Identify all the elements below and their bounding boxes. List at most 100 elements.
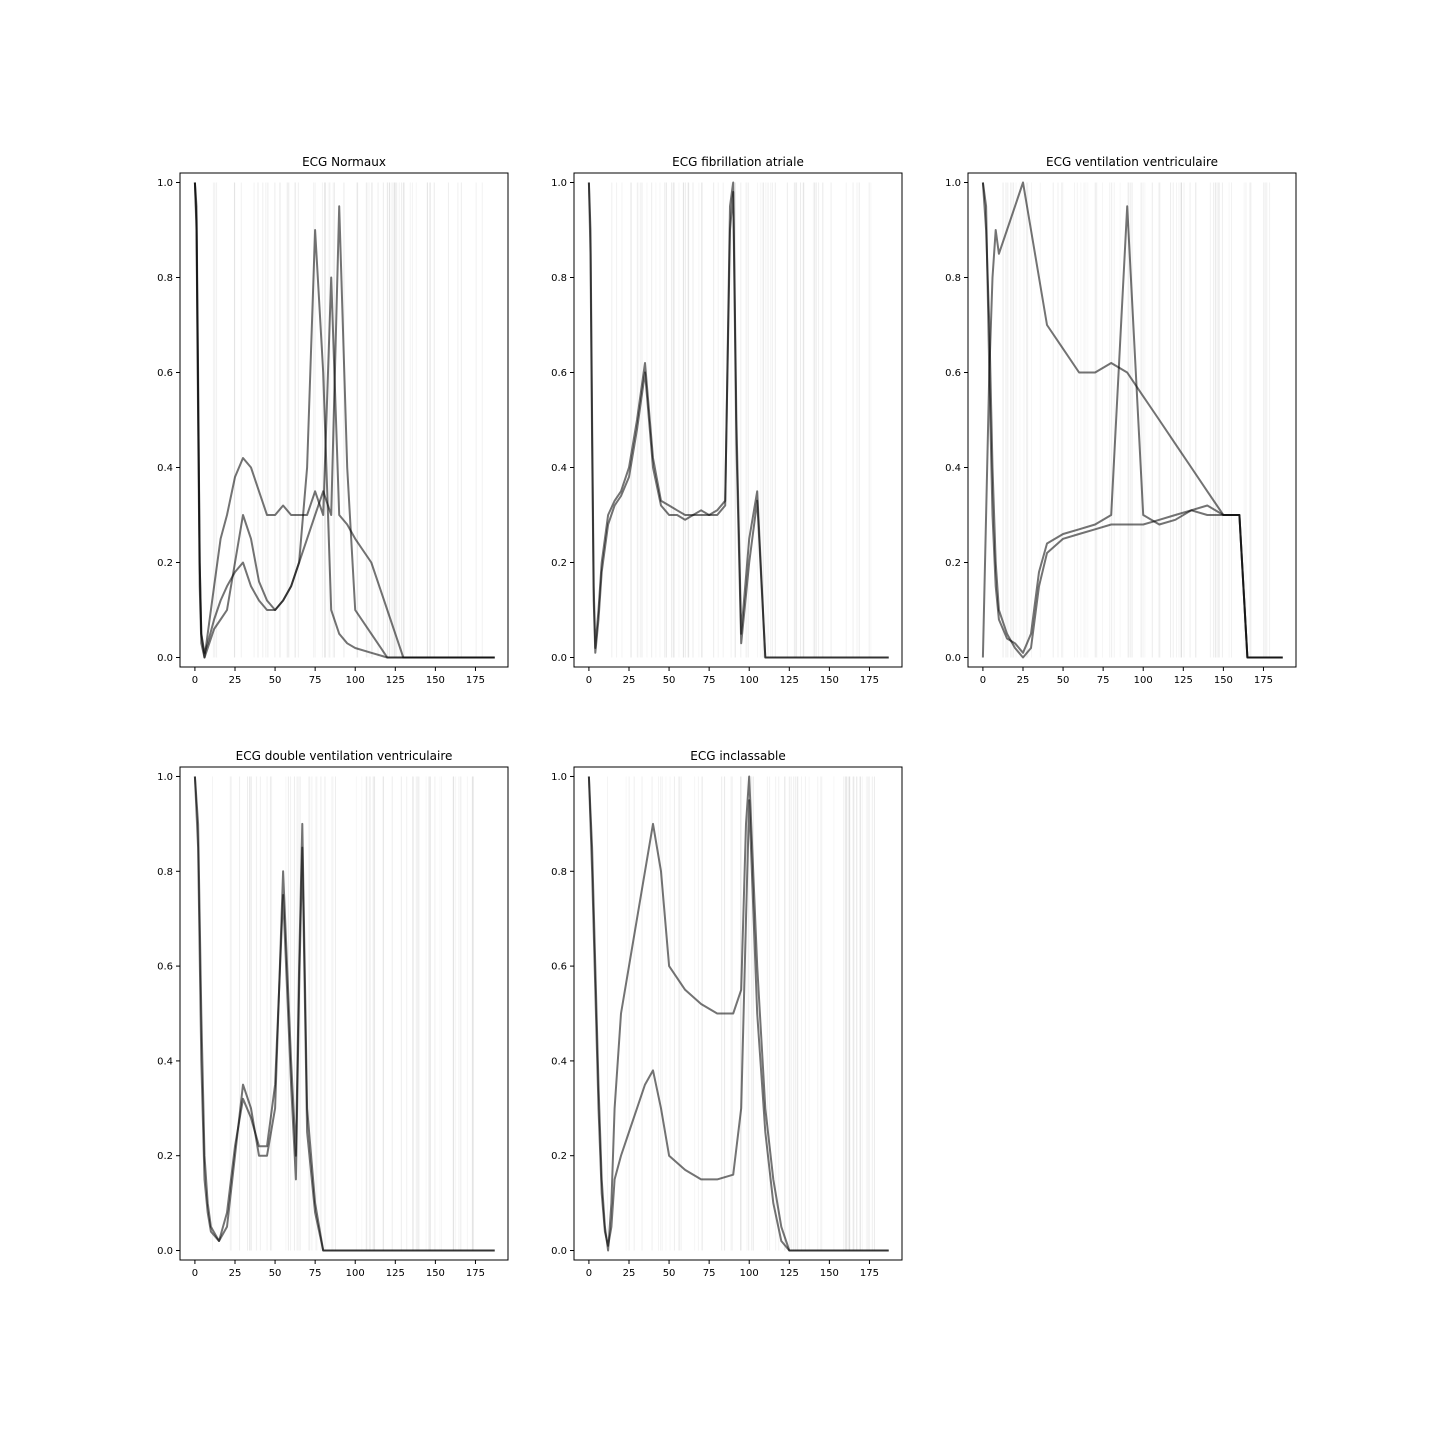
x-tick-label: 0	[192, 1268, 198, 1279]
x-tick-label: 25	[623, 675, 636, 686]
subplot-title: ECG ventilation ventriculaire	[1046, 155, 1218, 169]
y-tick-label: 0.4	[551, 1056, 567, 1067]
y-tick-label: 0.8	[551, 273, 567, 284]
series-line-1	[981, 182, 1283, 659]
y-tick-label: 0.8	[157, 867, 173, 878]
y-tick-label: 1.0	[157, 178, 173, 189]
plot-area	[587, 775, 889, 1252]
y-tick-label: 1.0	[551, 178, 567, 189]
y-tick-label: 0.2	[157, 558, 173, 569]
y-tick-label: 1.0	[157, 772, 173, 783]
y-tick-label: 0.0	[551, 1246, 567, 1257]
x-tick-label: 125	[386, 675, 405, 686]
x-tick-label: 100	[1134, 675, 1153, 686]
x-tick-label: 100	[346, 1268, 365, 1279]
series-line-1	[587, 181, 889, 659]
x-tick-label: 175	[860, 675, 879, 686]
axes-frame	[573, 172, 903, 668]
series-line-3	[193, 182, 495, 659]
x-tick-label: 150	[820, 675, 839, 686]
series-line-2	[193, 776, 495, 1252]
x-tick-label: 25	[229, 1268, 242, 1279]
y-tick-label: 0.0	[945, 653, 961, 664]
axes-frame	[967, 172, 1297, 668]
y-tick-label: 0.4	[945, 463, 961, 474]
x-tick-label: 150	[1214, 675, 1233, 686]
x-tick-label: 25	[1017, 675, 1030, 686]
x-tick-label: 0	[586, 1268, 592, 1279]
subplot-title: ECG Normaux	[302, 155, 386, 169]
x-tick-label: 175	[466, 1268, 485, 1279]
plot-area	[193, 182, 495, 659]
x-tick-label: 75	[703, 675, 716, 686]
x-tick-label: 0	[980, 675, 986, 686]
y-tick-label: 0.6	[157, 962, 173, 973]
y-tick-label: 1.0	[945, 178, 961, 189]
plot-area	[193, 776, 495, 1252]
x-tick-label: 150	[426, 1268, 445, 1279]
x-tick-label: 0	[586, 675, 592, 686]
series-line-2	[587, 776, 889, 1252]
subplot-1: ECG Normaux 0 25 50 75 100 125 150 175 0.0 0.2 0.4 0…	[157, 155, 509, 686]
x-tick-label: 50	[269, 1268, 282, 1279]
y-tick-label: 0.6	[945, 368, 961, 379]
series-line-2	[193, 182, 495, 659]
y-tick-label: 0.0	[551, 653, 567, 664]
x-tick-label: 50	[663, 1268, 676, 1279]
subplot-4: ECG double ventilation ventriculaire 0 25 5…	[157, 749, 509, 1279]
series-line-2	[587, 182, 889, 659]
x-tick-label: 175	[1254, 675, 1273, 686]
series-line-3	[981, 182, 1283, 659]
subplot-5: ECG inclassable 0 25 50 75 100 125 150 175 0.0 0.2…	[551, 749, 903, 1279]
plot-area	[587, 181, 889, 659]
x-tick-label: 50	[269, 675, 282, 686]
y-tick-label: 0.6	[551, 962, 567, 973]
x-tick-label: 125	[780, 675, 799, 686]
x-tick-label: 175	[860, 1268, 879, 1279]
y-tick-label: 0.2	[945, 558, 961, 569]
plot-area	[981, 181, 1283, 659]
x-tick-label: 75	[309, 1268, 322, 1279]
x-tick-label: 125	[1174, 675, 1193, 686]
y-tick-label: 0.0	[157, 653, 173, 664]
y-tick-label: 0.4	[157, 463, 173, 474]
x-tick-label: 150	[426, 675, 445, 686]
x-tick-label: 0	[192, 675, 198, 686]
y-tick-label: 0.2	[551, 1151, 567, 1162]
y-tick-label: 0.0	[157, 1246, 173, 1257]
y-tick-label: 1.0	[551, 772, 567, 783]
x-tick-label: 75	[1097, 675, 1110, 686]
axes-frame	[179, 766, 509, 1261]
y-tick-label: 0.2	[157, 1151, 173, 1162]
y-tick-label: 0.6	[157, 368, 173, 379]
x-tick-label: 125	[780, 1268, 799, 1279]
subplot-title: ECG fibrillation atriale	[672, 155, 804, 169]
x-tick-label: 100	[740, 1268, 759, 1279]
y-tick-label: 0.6	[551, 368, 567, 379]
subplot-3: ECG ventilation ventriculaire 0 25 50 75 100 1…	[945, 155, 1297, 686]
series-line-2	[981, 181, 1283, 659]
y-tick-label: 0.8	[551, 867, 567, 878]
y-tick-label: 0.4	[551, 463, 567, 474]
subplot-title: ECG inclassable	[690, 749, 786, 763]
x-tick-label: 100	[740, 675, 759, 686]
x-tick-label: 75	[309, 675, 322, 686]
y-tick-label: 0.8	[945, 273, 961, 284]
axes-frame	[179, 172, 509, 668]
x-tick-label: 25	[623, 1268, 636, 1279]
y-tick-label: 0.4	[157, 1056, 173, 1067]
subplot-2: ECG fibrillation atriale 0 25 50 75 100 125 150…	[551, 155, 903, 686]
y-tick-label: 0.8	[157, 273, 173, 284]
x-tick-label: 150	[820, 1268, 839, 1279]
x-tick-label: 50	[663, 675, 676, 686]
y-tick-label: 0.2	[551, 558, 567, 569]
x-tick-label: 125	[386, 1268, 405, 1279]
x-tick-label: 175	[466, 675, 485, 686]
x-tick-label: 75	[703, 1268, 716, 1279]
x-tick-label: 25	[229, 675, 242, 686]
subplot-title: ECG double ventilation ventriculaire	[236, 749, 453, 763]
x-tick-label: 100	[346, 675, 365, 686]
x-tick-label: 50	[1057, 675, 1070, 686]
axes-frame	[573, 766, 903, 1261]
